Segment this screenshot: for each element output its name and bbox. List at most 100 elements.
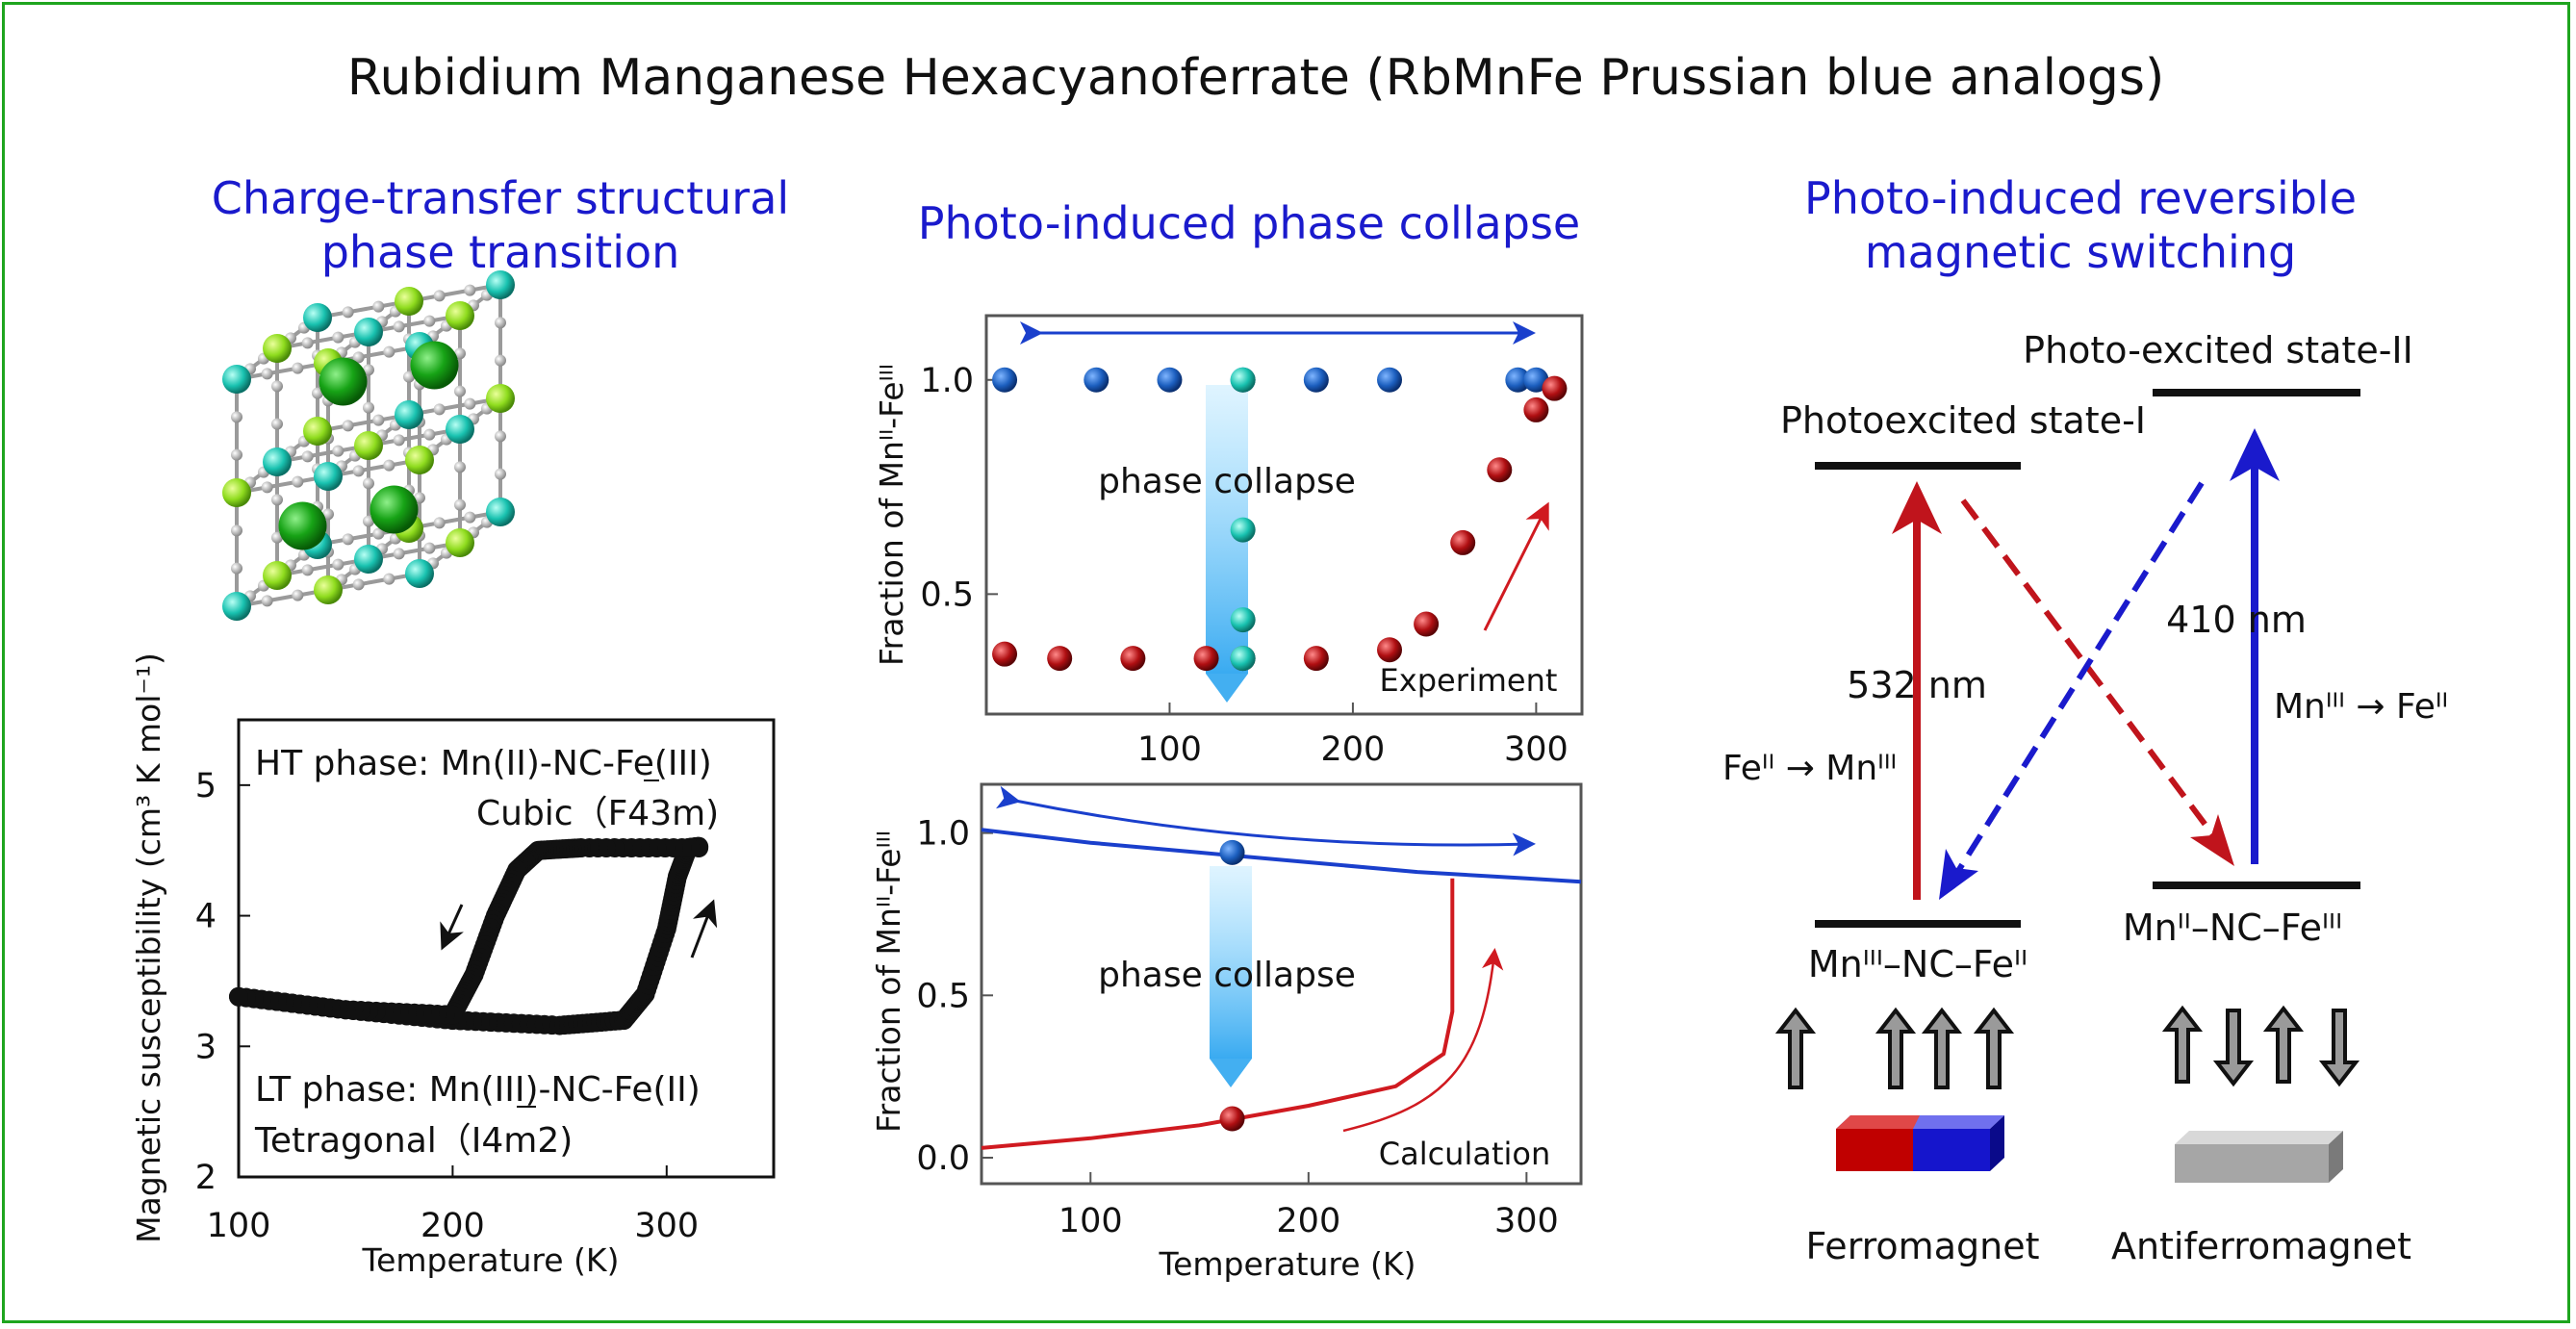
experiment-chart: 100 200 300 0.5 1.0 phase collapse Experimen… (873, 314, 1584, 769)
mn-atom (263, 334, 292, 363)
cn-atom (464, 397, 476, 410)
cn-atom (433, 290, 446, 302)
antiferromagnet-bar-icon (2175, 1131, 2343, 1183)
calculation-collapse-band (1210, 866, 1252, 1059)
cn-atom (495, 430, 506, 443)
cn-atom (312, 387, 323, 399)
y-tick-label: 0.5 (920, 575, 974, 614)
cn-atom (332, 445, 344, 457)
experiment-collapse-label: phase collapse (1098, 462, 1356, 501)
left-heading-line2: phase transition (321, 226, 680, 278)
data-point (1230, 367, 1256, 393)
lattice-bond (408, 283, 501, 303)
experiment-collapse-arrowhead (1206, 674, 1248, 703)
lt-symmetry-label: Tetragonal（I4m2) (254, 1121, 573, 1161)
cn-atom (231, 562, 242, 575)
data-point (1414, 611, 1440, 637)
magnet-south-pole (1913, 1129, 1990, 1171)
cn-atom (261, 595, 273, 607)
heating-arrow (690, 899, 718, 958)
calculation-y-axis-label: Fraction of Mnᴵᴵ-Feᴵᴵᴵ (870, 831, 907, 1133)
y-tick-label: 0.5 (916, 977, 970, 1015)
mn-atom (303, 417, 332, 446)
cn-atom (332, 331, 344, 344)
calculation-chart: 100 200 300 0.0 0.5 1.0 phase collapse Calcul… (870, 782, 1583, 1283)
fe-atom (222, 592, 251, 621)
experiment-plot-frame (984, 314, 1584, 716)
cn-atom (363, 477, 374, 490)
susceptibility-plot-frame (237, 718, 776, 1179)
data-point (1505, 367, 1531, 393)
wavelength-410-label: 410 nm (2166, 599, 2307, 641)
fe-atom (405, 559, 434, 588)
cn-atom (454, 347, 466, 360)
ferromagnet-label: Ferromagnet (1806, 1225, 2040, 1267)
charge-transfer-blue-label: Mnᴵᴵᴵ → Feᴵᴵ (2274, 687, 2448, 727)
red-relaxation-arrowhead (2190, 814, 2234, 866)
cn-atom (393, 434, 405, 447)
data-point (1542, 375, 1568, 401)
cn-atom (423, 542, 436, 554)
cn-atom (372, 527, 385, 540)
fe-atom (354, 545, 383, 574)
data-point (1084, 367, 1109, 393)
cn-atom (372, 414, 385, 426)
cn-atom (292, 589, 304, 601)
rb-atom (319, 357, 368, 406)
fe-atom (486, 498, 515, 526)
data-point (1230, 517, 1256, 543)
lattice-bond (236, 361, 329, 381)
x-tick-label: 200 (1276, 1202, 1340, 1240)
lattice-bond (276, 557, 370, 577)
fe-atom (222, 365, 251, 394)
mn-atom (314, 575, 343, 604)
y-tick-label: 1.0 (916, 815, 970, 854)
x-tick-label: 200 (1321, 730, 1386, 769)
spin-up-icon (1875, 1007, 1917, 1089)
spin-up-icon (1774, 1007, 1817, 1089)
cn-atom (352, 465, 365, 477)
ferromagnet-bar-icon (1836, 1115, 2004, 1171)
cn-atom (383, 345, 395, 358)
red-excitation-arrowhead (1892, 481, 1942, 534)
mn-atom (395, 287, 423, 316)
ferromagnet-spins (1774, 1007, 2015, 1089)
lattice-bond (327, 572, 421, 592)
mn-atom (446, 301, 474, 330)
lattice-bond (236, 588, 329, 608)
lt-phase-label: LT phase: Mn(III)-NC-Fe(II) (255, 1070, 701, 1110)
bar-front-face (2175, 1144, 2329, 1183)
data-point (1047, 646, 1073, 672)
cn-atom (433, 517, 446, 529)
cn-atom (464, 511, 476, 524)
cn-atom (231, 411, 242, 423)
data-point (229, 986, 248, 1007)
x-tick-label: 200 (421, 1207, 485, 1245)
lattice-bond (327, 458, 421, 478)
cn-atom (433, 403, 446, 416)
cn-atom (403, 371, 415, 383)
spin-down-icon (2212, 1009, 2255, 1087)
blue-relaxation-arrowhead (1939, 849, 1978, 900)
photo-excited-state-2-label: Photo-excited state-II (2023, 329, 2413, 371)
fe-atom (263, 447, 292, 476)
data-point (1219, 839, 1245, 865)
energy-diagram: Photo-excited state-II Photoexcited stat… (1722, 329, 2448, 985)
spin-down-icon (2318, 1009, 2360, 1087)
cn-atom (271, 380, 283, 393)
photoexcited-state-1-label: Photoexcited state-I (1780, 399, 2146, 442)
lattice-bond (276, 444, 370, 464)
cn-atom (363, 515, 374, 527)
data-point (1377, 637, 1403, 663)
y-tick-label: 4 (195, 898, 217, 936)
cn-atom (271, 494, 283, 506)
lattice-bond (276, 330, 370, 350)
lattice-bond (408, 396, 501, 417)
right-heading-line1: Photo-induced reversible (1804, 172, 2357, 224)
rb-atom (410, 341, 459, 390)
spin-up-icon (1921, 1007, 1963, 1089)
calculation-collapse-arrowhead (1210, 1059, 1252, 1087)
cn-atom (342, 533, 354, 546)
cn-atom (301, 337, 314, 349)
fe-atom (486, 270, 515, 299)
